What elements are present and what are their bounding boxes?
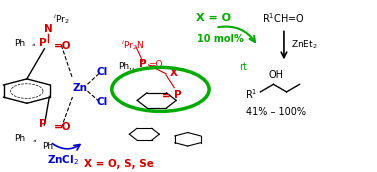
Text: =O: =O — [149, 60, 163, 68]
Text: $^i$Pr$_2$N: $^i$Pr$_2$N — [121, 38, 145, 52]
Text: X = O: X = O — [196, 13, 231, 23]
Text: Zn: Zn — [72, 83, 87, 93]
Text: R$^1$: R$^1$ — [245, 87, 257, 100]
Text: N: N — [44, 24, 52, 34]
Text: Cl: Cl — [97, 97, 108, 107]
Text: ZnCl$_2$: ZnCl$_2$ — [47, 153, 79, 166]
Text: ,,: ,, — [32, 38, 36, 47]
Text: 10 mol%: 10 mol% — [197, 34, 244, 45]
Text: ZnEt$_2$: ZnEt$_2$ — [291, 38, 318, 51]
Text: Ph,,: Ph,, — [118, 62, 135, 71]
Text: =O: =O — [54, 122, 71, 132]
Text: Ph: Ph — [15, 134, 26, 143]
Text: X: X — [170, 68, 178, 78]
Text: $^i$Pr$_2$: $^i$Pr$_2$ — [53, 12, 69, 26]
Text: Cl: Cl — [97, 67, 108, 77]
Text: =: = — [162, 90, 170, 100]
Text: P: P — [139, 59, 147, 69]
Text: P: P — [174, 90, 182, 100]
Text: 41% – 100%: 41% – 100% — [247, 107, 307, 117]
Text: ,,: ,, — [33, 134, 37, 143]
Text: X = O, S, Se: X = O, S, Se — [84, 159, 154, 169]
Text: =O: =O — [54, 41, 71, 51]
Text: P: P — [39, 38, 46, 48]
Text: Ph: Ph — [43, 142, 54, 150]
Text: P: P — [39, 119, 46, 129]
Text: rt: rt — [239, 62, 247, 72]
Text: R$^1$CH=O: R$^1$CH=O — [262, 11, 305, 25]
Text: Ph: Ph — [15, 39, 26, 48]
Text: OH: OH — [269, 70, 284, 80]
